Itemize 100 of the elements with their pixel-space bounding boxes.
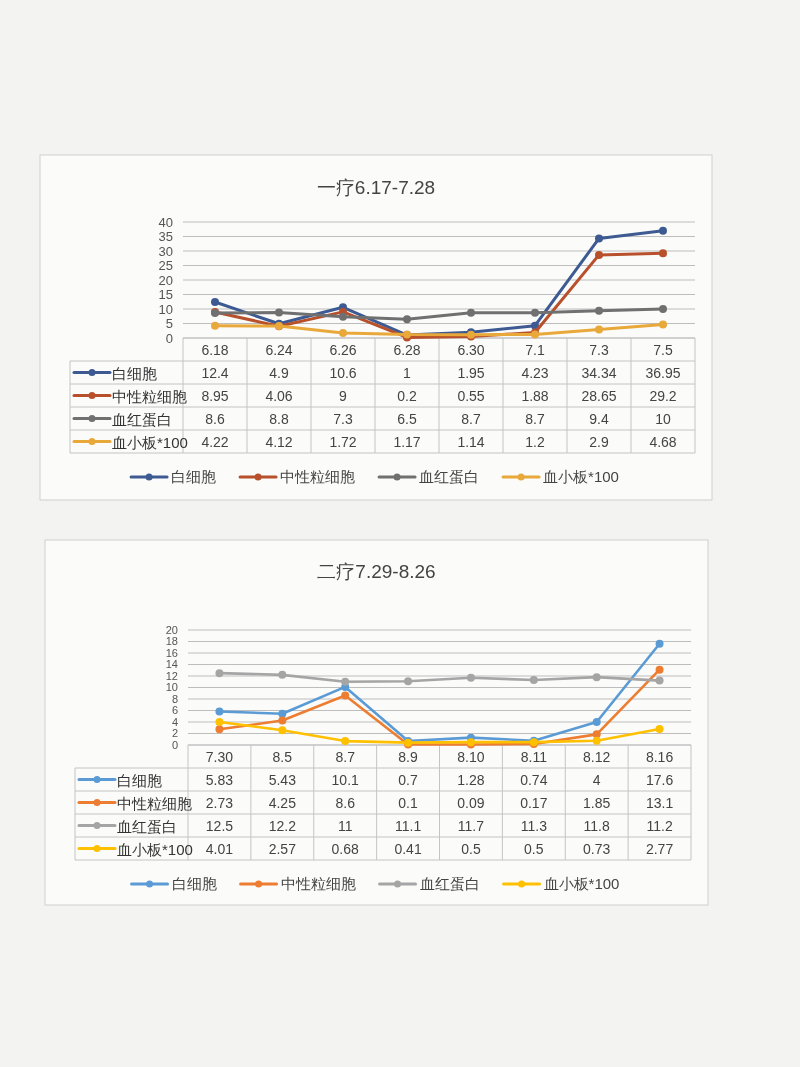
y-tick-label: 5 xyxy=(165,316,173,332)
data-label: 4.9 xyxy=(269,364,289,381)
data-label: 8.7 xyxy=(461,410,481,427)
data-label: 7.3 xyxy=(333,410,353,427)
point xyxy=(215,707,224,716)
point xyxy=(211,298,219,307)
data-label: 0.2 xyxy=(397,387,417,404)
x-category-label: 8.12 xyxy=(583,748,611,765)
data-label: 36.95 xyxy=(645,364,681,381)
data-label: 8.6 xyxy=(205,410,225,427)
table-series-name: 中性粒细胞 xyxy=(117,794,192,812)
data-label: 10.6 xyxy=(329,364,357,381)
x-category-label: 8.9 xyxy=(398,748,418,765)
point xyxy=(595,325,603,334)
data-label: 11.8 xyxy=(583,817,610,834)
point xyxy=(655,639,664,648)
y-tick-label: 16 xyxy=(165,646,178,659)
data-label: 10.1 xyxy=(331,771,359,788)
legend-label: 血红蛋白 xyxy=(419,875,480,892)
y-tick-label: 0 xyxy=(165,330,173,346)
data-label: 4.12 xyxy=(265,433,293,450)
x-category-label: 8.11 xyxy=(520,748,547,765)
x-category-label: 8.10 xyxy=(457,748,485,765)
data-label: 4.68 xyxy=(649,433,677,450)
point xyxy=(595,234,603,243)
x-category-label: 6.30 xyxy=(457,341,485,358)
data-label: 1.2 xyxy=(525,433,545,450)
data-label: 12.4 xyxy=(201,364,229,381)
point xyxy=(466,673,475,682)
data-label: 1 xyxy=(403,364,411,381)
x-category-label: 6.28 xyxy=(393,341,421,358)
point xyxy=(659,249,667,258)
data-label: 1.88 xyxy=(521,387,549,404)
point xyxy=(592,673,601,682)
data-label: 2.57 xyxy=(268,840,296,857)
data-label: 0.1 xyxy=(398,794,418,811)
title: 二疗7.29-8.26 xyxy=(317,561,436,582)
point xyxy=(215,725,224,734)
point xyxy=(531,308,539,317)
table-series-name: 白细胞 xyxy=(112,364,157,382)
y-tick-label: 25 xyxy=(158,258,173,274)
point xyxy=(278,709,287,718)
y-tick-label: 10 xyxy=(158,301,173,317)
data-label: 11.2 xyxy=(646,817,673,834)
data-label: 9.4 xyxy=(589,410,609,427)
point xyxy=(659,226,667,235)
data-label: 0.5 xyxy=(461,840,481,857)
data-label: 10 xyxy=(655,410,671,427)
legend-label: 白细胞 xyxy=(171,468,217,485)
data-label: 12.2 xyxy=(268,817,296,834)
data-label: 8.6 xyxy=(335,794,355,811)
data-label: 34.34 xyxy=(581,364,617,381)
y-tick-label: 20 xyxy=(158,272,173,288)
x-category-label: 6.18 xyxy=(201,341,229,358)
data-label: 5.83 xyxy=(205,771,234,788)
data-label: 8.95 xyxy=(201,387,229,404)
x-category-label: 7.3 xyxy=(589,341,609,358)
data-label: 28.65 xyxy=(581,387,617,404)
data-label: 2.73 xyxy=(205,794,234,811)
title: 一疗6.17-7.28 xyxy=(316,177,436,198)
data-label: 13.1 xyxy=(645,794,674,811)
y-tick-label: 8 xyxy=(171,692,178,705)
point xyxy=(215,717,224,726)
data-label: 4 xyxy=(592,771,601,788)
x-category-label: 8.7 xyxy=(335,748,355,765)
point xyxy=(278,726,287,735)
data-label: 0.55 xyxy=(457,387,485,404)
data-label: 1.28 xyxy=(457,771,485,788)
y-tick-label: 20 xyxy=(165,623,178,636)
point xyxy=(655,676,664,685)
data-label: 11.7 xyxy=(457,817,485,834)
y-tick-label: 4 xyxy=(171,715,178,728)
x-category-label: 6.24 xyxy=(265,341,293,358)
point xyxy=(655,665,664,674)
data-label: 1.17 xyxy=(393,433,421,450)
point xyxy=(659,305,667,313)
table-series-name: 白细胞 xyxy=(117,771,162,789)
point xyxy=(341,677,350,686)
data-label: 0.73 xyxy=(583,840,611,857)
legend-label: 白细胞 xyxy=(171,875,217,892)
y-tick-label: 15 xyxy=(158,287,173,303)
point xyxy=(215,669,224,678)
legend-label: 中性粒细胞 xyxy=(280,468,356,485)
point xyxy=(278,670,287,679)
data-label: 0.68 xyxy=(331,840,359,857)
y-tick-label: 30 xyxy=(158,243,173,259)
data-label: 1.72 xyxy=(329,433,357,450)
data-label: 11.1 xyxy=(394,817,422,834)
data-label: 6.5 xyxy=(397,410,417,427)
data-label: 4.23 xyxy=(521,364,549,381)
legend-label: 血小板*100 xyxy=(543,468,619,485)
point xyxy=(403,315,411,324)
data-label: 5.43 xyxy=(268,771,296,788)
y-tick-label: 0 xyxy=(171,738,178,751)
table-series-name: 血小板*100 xyxy=(112,433,188,451)
point xyxy=(592,736,601,745)
point xyxy=(592,718,601,726)
point xyxy=(278,716,287,725)
table-series-name: 血红蛋白 xyxy=(117,817,177,835)
data-label: 1.85 xyxy=(583,794,611,811)
